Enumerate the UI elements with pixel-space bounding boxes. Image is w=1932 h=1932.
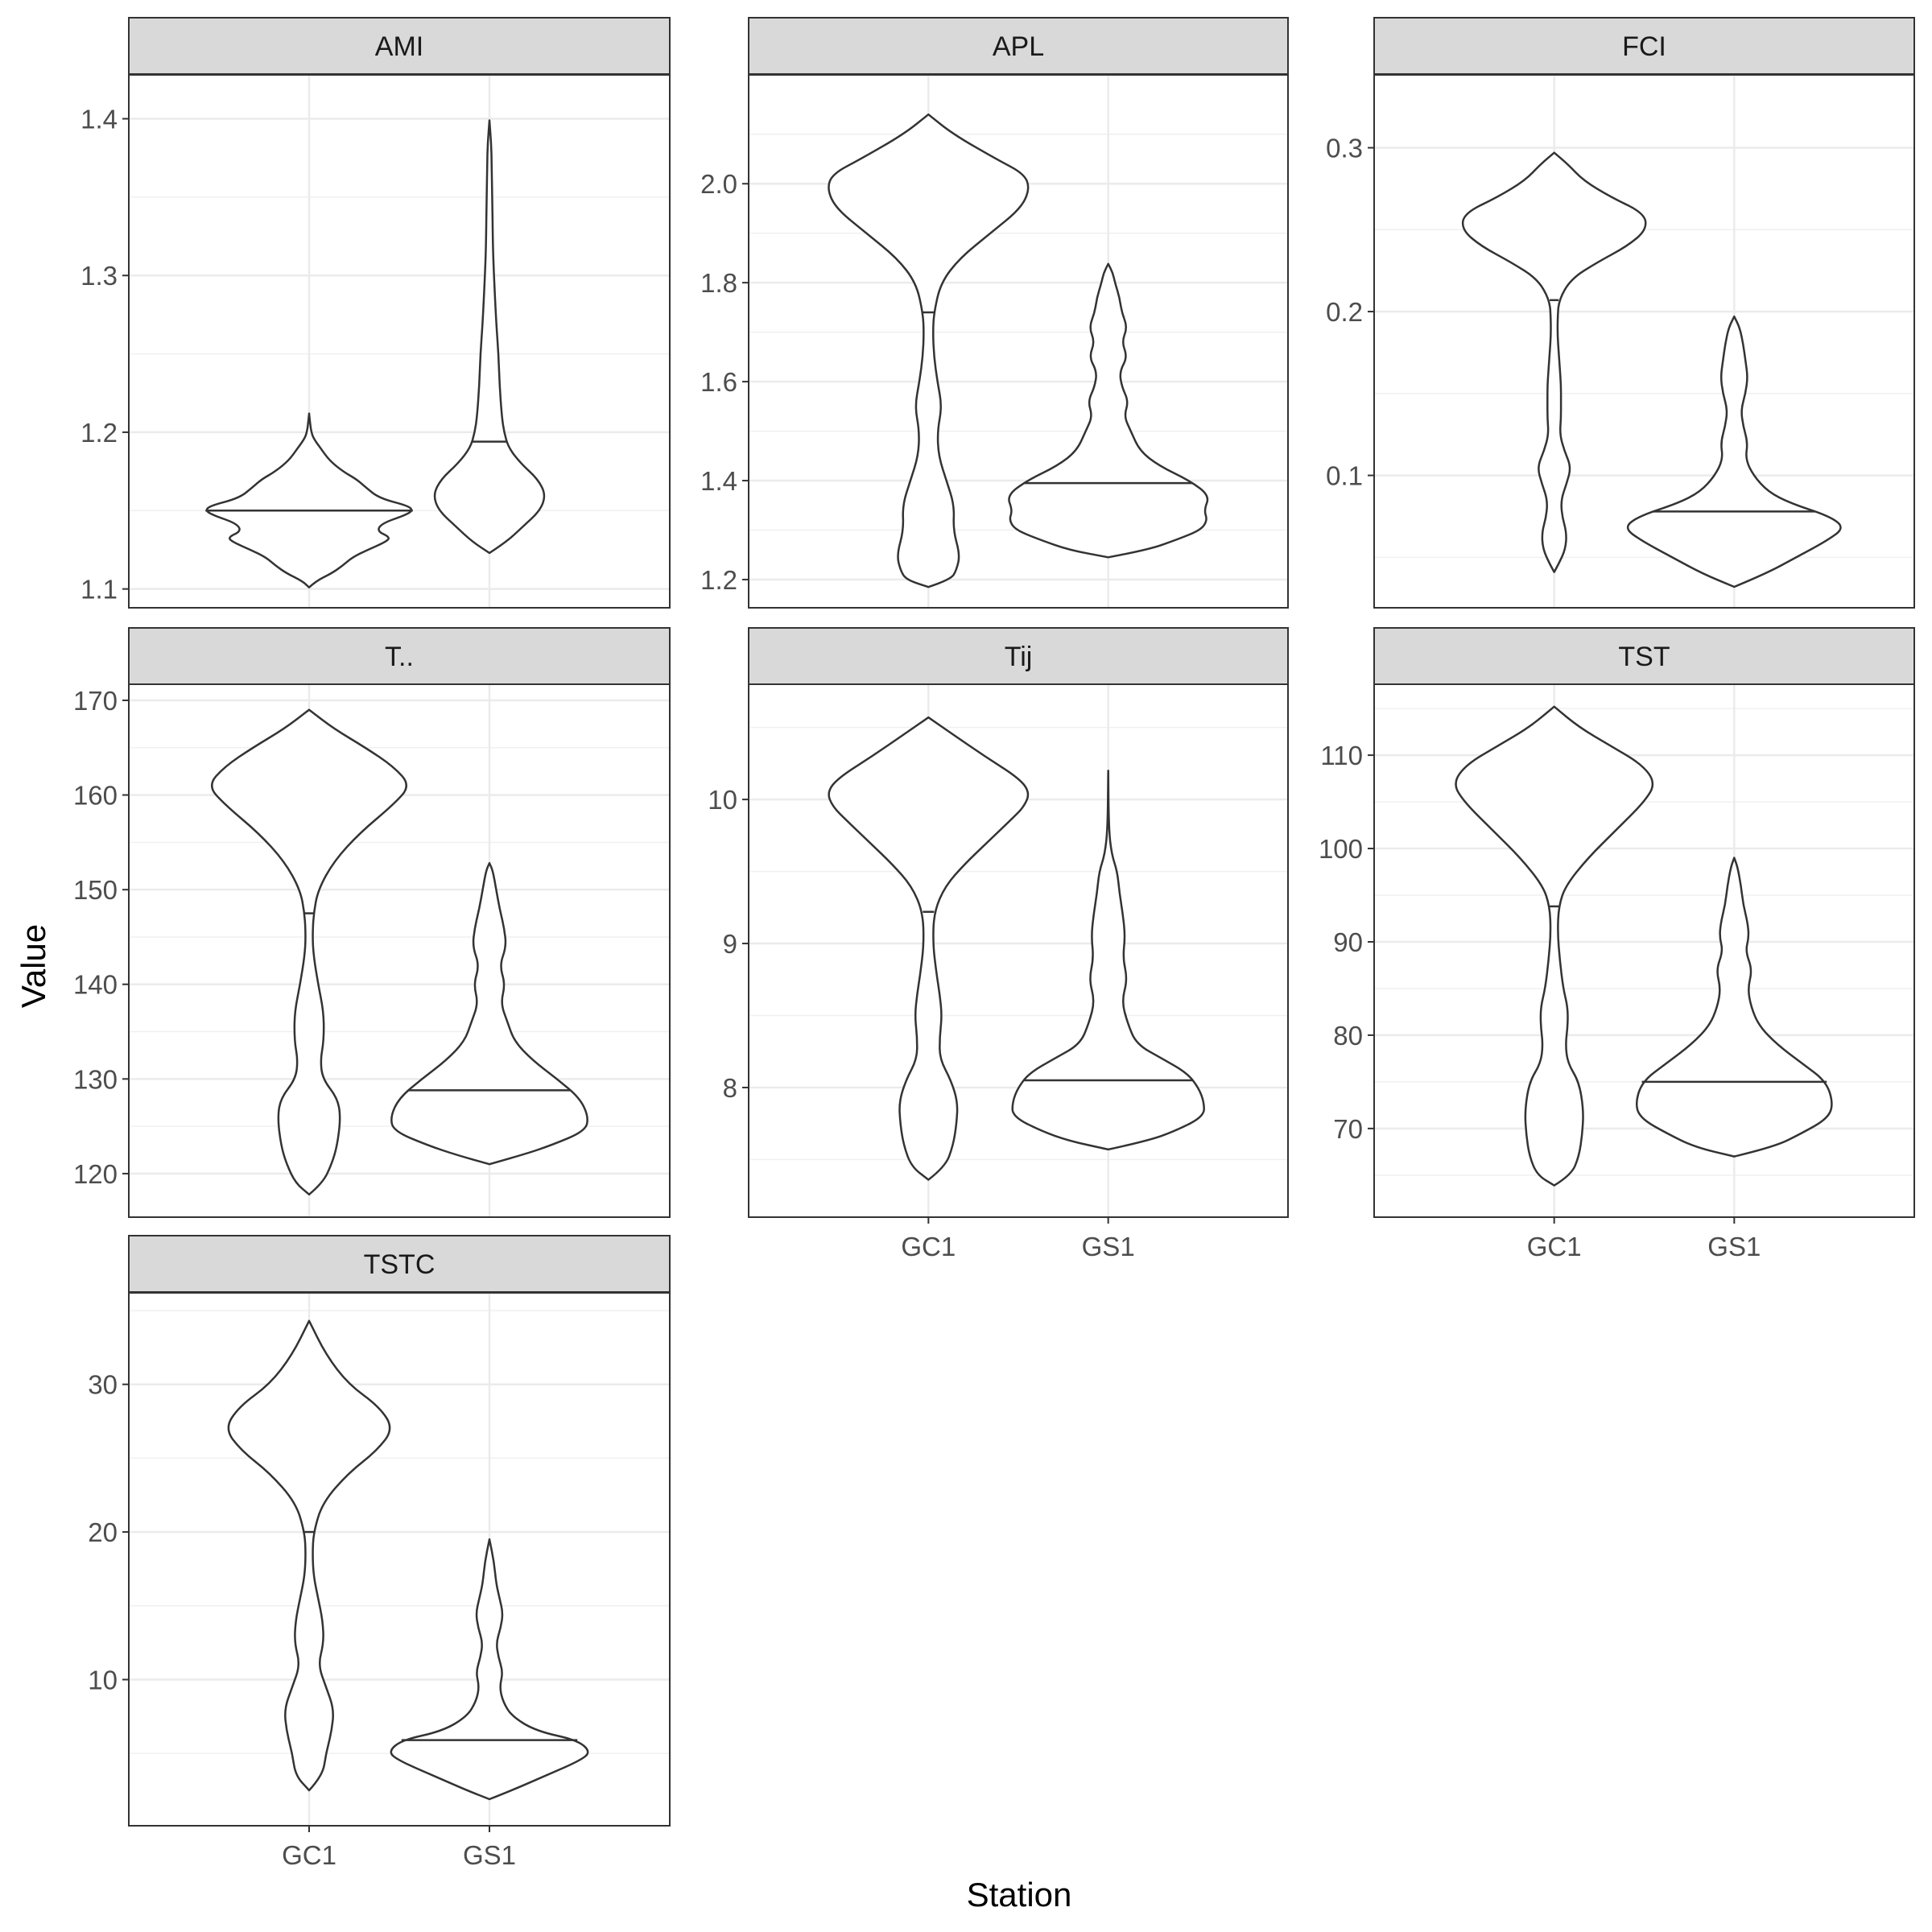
y-tick-label: 80 — [1333, 1021, 1363, 1051]
y-tick-label: 1.8 — [700, 268, 737, 298]
y-tick-label: 8 — [723, 1073, 737, 1103]
y-tick-label: 1.1 — [80, 575, 118, 605]
y-tick-label: 10 — [88, 1665, 118, 1695]
violin-gc1 — [828, 716, 1030, 1181]
violin-gc1 — [1455, 705, 1654, 1187]
y-tick-label: 150 — [73, 875, 118, 905]
y-axis-title: Value — [14, 924, 52, 1008]
panel-border — [128, 1292, 671, 1827]
y-tick-label: 110 — [1320, 741, 1363, 770]
panel-border — [128, 74, 671, 609]
x-tick-label: GS1 — [463, 1840, 516, 1870]
violin-gc1 — [1461, 151, 1647, 573]
facet-panel-apl: APL 1.2 1.4 1.6 1.8 2.0 — [700, 17, 1289, 609]
facet-strip-label: APL — [993, 31, 1044, 62]
y-tick-label: 10 — [708, 785, 737, 815]
violin-gs1 — [1635, 857, 1833, 1158]
facet-panel-t: T.. 120 130 140 150 160 170 — [73, 627, 671, 1218]
y-tick-label: 130 — [73, 1064, 118, 1094]
facet-strip — [128, 1235, 671, 1293]
violin-gs1 — [390, 861, 588, 1166]
facet-strip — [128, 17, 671, 75]
facet-strip — [748, 627, 1289, 685]
y-tick-label: 30 — [88, 1370, 118, 1400]
facet-strip-label: FCI — [1622, 31, 1666, 62]
violin-gc1 — [227, 1319, 391, 1792]
panel-border — [1373, 683, 1915, 1218]
y-tick-label: 1.3 — [80, 261, 118, 291]
violin-gs1 — [433, 119, 546, 555]
x-tick-label: GC1 — [282, 1840, 336, 1870]
facet-panel-tst: TST 70 80 90 100 110 GC1 GS1 — [1319, 627, 1915, 1261]
y-tick-label: 1.2 — [80, 418, 118, 448]
facet-strip-label: TST — [1618, 642, 1670, 672]
x-tick-label: GC1 — [901, 1232, 956, 1261]
x-tick-label: GC1 — [1527, 1232, 1582, 1261]
y-tick-label: 2.0 — [700, 169, 737, 199]
y-tick-label: 1.2 — [700, 565, 737, 595]
y-tick-label: 0.3 — [1326, 134, 1363, 163]
y-tick-label: 9 — [723, 929, 737, 959]
x-tick-label: GS1 — [1082, 1232, 1135, 1261]
violin-gs1 — [1626, 315, 1842, 588]
facet-panel-fci: FCI 0.1 0.2 0.3 — [1326, 17, 1915, 609]
x-tick-label: GS1 — [1707, 1232, 1761, 1261]
facet-panel-tij: Tij 8 9 10 GC1 GS1 — [708, 627, 1289, 1261]
panel-border — [1373, 74, 1915, 609]
y-tick-label: 1.4 — [80, 105, 118, 134]
facet-strip — [128, 627, 671, 685]
y-tick-label: 20 — [88, 1517, 118, 1547]
y-tick-label: 1.6 — [700, 367, 737, 397]
y-tick-label: 120 — [73, 1159, 118, 1189]
y-tick-label: 1.4 — [700, 466, 737, 496]
violin-gc1 — [205, 412, 413, 588]
facet-panel-tstc: TSTC 10 20 30 GC1 GS1 — [88, 1235, 671, 1870]
facet-strip-label: AMI — [375, 31, 423, 62]
x-axis-title: Station — [967, 1876, 1072, 1913]
panel-border — [748, 74, 1289, 609]
violin-gc1 — [211, 708, 407, 1196]
y-tick-label: 140 — [73, 970, 118, 1000]
y-tick-label: 70 — [1333, 1114, 1363, 1144]
panel-border — [128, 683, 671, 1218]
y-tick-label: 170 — [73, 686, 118, 716]
facet-strip — [1373, 17, 1915, 75]
y-tick-label: 0.2 — [1326, 297, 1363, 327]
facet-strip — [748, 17, 1289, 75]
facet-strip-label: Tij — [1005, 642, 1033, 672]
facet-strip-label: T.. — [385, 642, 414, 672]
violin-gs1 — [1011, 770, 1205, 1151]
violin-gs1 — [1008, 262, 1209, 559]
violin-gs1 — [390, 1538, 589, 1801]
facet-panel-ami: AMI 1.1 1.2 1.3 1.4 — [80, 17, 671, 609]
panel-border — [748, 683, 1289, 1218]
violin-gc1 — [828, 113, 1030, 588]
y-tick-label: 100 — [1319, 834, 1363, 864]
y-tick-label: 160 — [73, 781, 118, 811]
facet-strip — [1373, 627, 1915, 685]
y-tick-label: 90 — [1333, 927, 1363, 957]
y-tick-label: 0.1 — [1326, 461, 1363, 491]
chart-panels: AMI 1.1 1.2 1.3 1.4 APL 1.2 1.4 1.6 1.8 2.0 FCI 0.1 0… — [73, 17, 1915, 1870]
facet-strip-label: TSTC — [364, 1249, 436, 1280]
